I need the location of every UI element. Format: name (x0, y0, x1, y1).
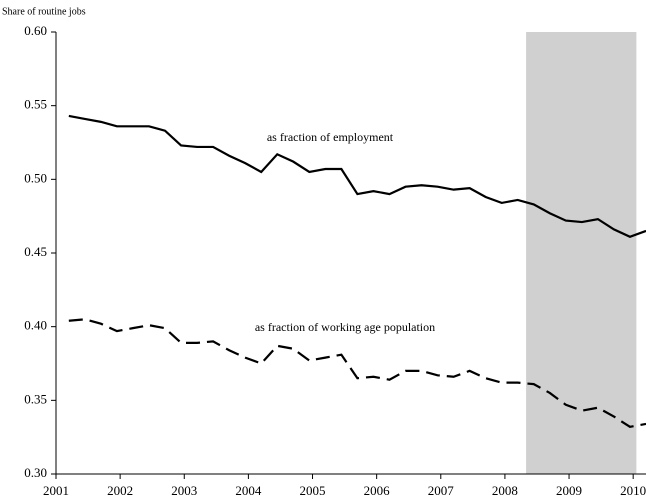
line (68, 318, 646, 429)
y-tick-label: 0.45 (24, 244, 47, 259)
series-label: as fraction of working age population (255, 320, 435, 334)
y-tick-label: 0.40 (24, 318, 47, 333)
x-tick-label: 2001 (43, 483, 69, 498)
x-tick-label: 2006 (364, 483, 391, 498)
line (68, 114, 646, 238)
x-tick-label: 2005 (300, 483, 326, 498)
x-tick-label: 2009 (556, 483, 582, 498)
y-tick-label: 0.50 (24, 170, 47, 185)
y-tick-label: 0.60 (24, 23, 47, 38)
series-label: as fraction of employment (267, 130, 394, 144)
x-tick-label: 2008 (492, 483, 518, 498)
y-tick-label: 0.30 (24, 465, 47, 480)
y-axis-label: Share of routine jobs (2, 6, 86, 17)
x-tick-label: 2010 (620, 483, 646, 498)
x-tick-label: 2004 (235, 483, 262, 498)
shaded-region (526, 32, 637, 474)
x-tick-label: 2007 (428, 483, 455, 498)
x-tick-label: 2002 (107, 483, 133, 498)
x-tick-label: 2003 (171, 483, 197, 498)
y-tick-label: 0.55 (24, 97, 47, 112)
y-tick-label: 0.35 (24, 391, 47, 406)
